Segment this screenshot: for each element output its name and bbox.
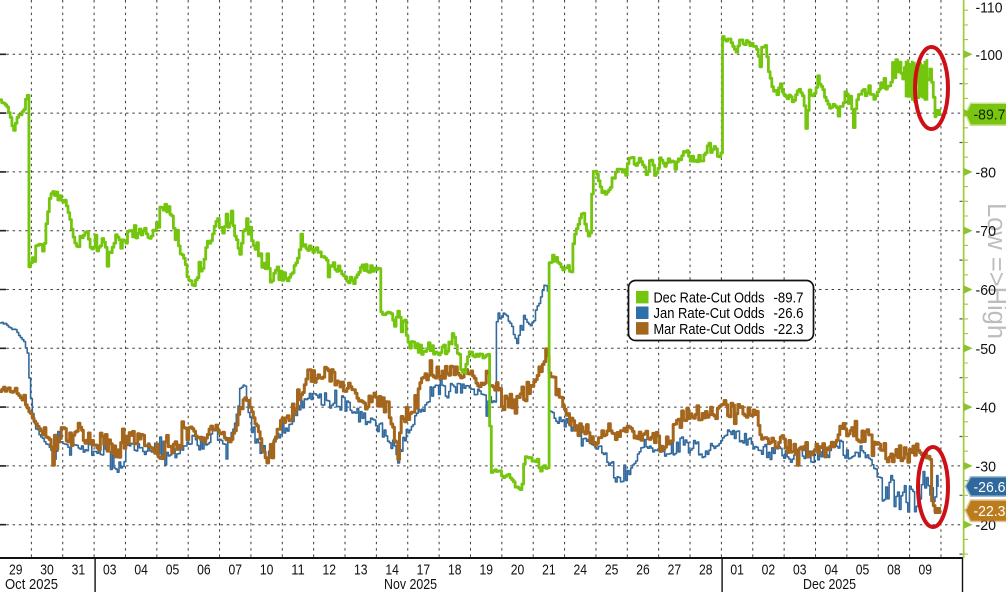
svg-text:24: 24 — [574, 562, 588, 579]
svg-text:-22.3: -22.3 — [774, 321, 804, 338]
svg-text:28: 28 — [699, 562, 713, 579]
svg-text:29: 29 — [9, 562, 23, 579]
svg-text:Dec 2025: Dec 2025 — [803, 576, 856, 592]
svg-text:-80: -80 — [976, 164, 997, 181]
svg-text:13: 13 — [354, 562, 368, 579]
svg-text:06: 06 — [197, 562, 211, 579]
svg-text:03: 03 — [793, 562, 807, 579]
svg-text:21: 21 — [542, 562, 556, 579]
svg-text:05: 05 — [166, 562, 180, 579]
svg-text:-26.6: -26.6 — [974, 479, 1006, 496]
svg-text:-70: -70 — [976, 223, 997, 240]
svg-text:-89.7: -89.7 — [974, 107, 1006, 124]
svg-text:Low =>High: Low =>High — [982, 203, 1006, 339]
svg-text:-89.7: -89.7 — [774, 290, 804, 307]
svg-text:10: 10 — [260, 562, 274, 579]
svg-text:-20: -20 — [976, 517, 997, 534]
svg-text:03: 03 — [103, 562, 117, 579]
svg-text:25: 25 — [605, 562, 619, 579]
svg-text:-60: -60 — [976, 282, 997, 299]
svg-text:11: 11 — [291, 562, 305, 579]
svg-text:-30: -30 — [976, 458, 997, 475]
svg-text:07: 07 — [228, 562, 242, 579]
svg-text:Dec Rate-Cut Odds: Dec Rate-Cut Odds — [654, 290, 765, 307]
svg-text:04: 04 — [824, 562, 838, 579]
svg-text:Mar Rate-Cut Odds: Mar Rate-Cut Odds — [654, 321, 765, 338]
svg-text:-40: -40 — [976, 400, 997, 417]
svg-text:08: 08 — [887, 562, 901, 579]
svg-text:17: 17 — [417, 562, 431, 579]
svg-text:14: 14 — [385, 562, 399, 579]
svg-text:02: 02 — [762, 562, 776, 579]
svg-text:-50: -50 — [976, 341, 997, 358]
svg-text:-110: -110 — [976, 0, 1003, 17]
svg-text:26: 26 — [636, 562, 650, 579]
svg-text:09: 09 — [919, 562, 933, 579]
svg-text:Oct 2025: Oct 2025 — [5, 576, 58, 592]
svg-text:27: 27 — [668, 562, 682, 579]
svg-text:Nov 2025: Nov 2025 — [384, 576, 437, 592]
svg-text:30: 30 — [40, 562, 54, 579]
svg-text:-26.6: -26.6 — [774, 305, 804, 322]
svg-text:20: 20 — [511, 562, 525, 579]
svg-text:12: 12 — [323, 562, 337, 579]
svg-text:Jan Rate-Cut Odds: Jan Rate-Cut Odds — [654, 305, 765, 322]
svg-text:19: 19 — [479, 562, 493, 579]
svg-text:01: 01 — [730, 562, 744, 579]
svg-text:04: 04 — [134, 562, 148, 579]
svg-text:18: 18 — [448, 562, 462, 579]
svg-text:31: 31 — [72, 562, 86, 579]
svg-text:-22.3: -22.3 — [974, 503, 1006, 520]
svg-text:05: 05 — [856, 562, 870, 579]
svg-text:-100: -100 — [976, 47, 1003, 64]
